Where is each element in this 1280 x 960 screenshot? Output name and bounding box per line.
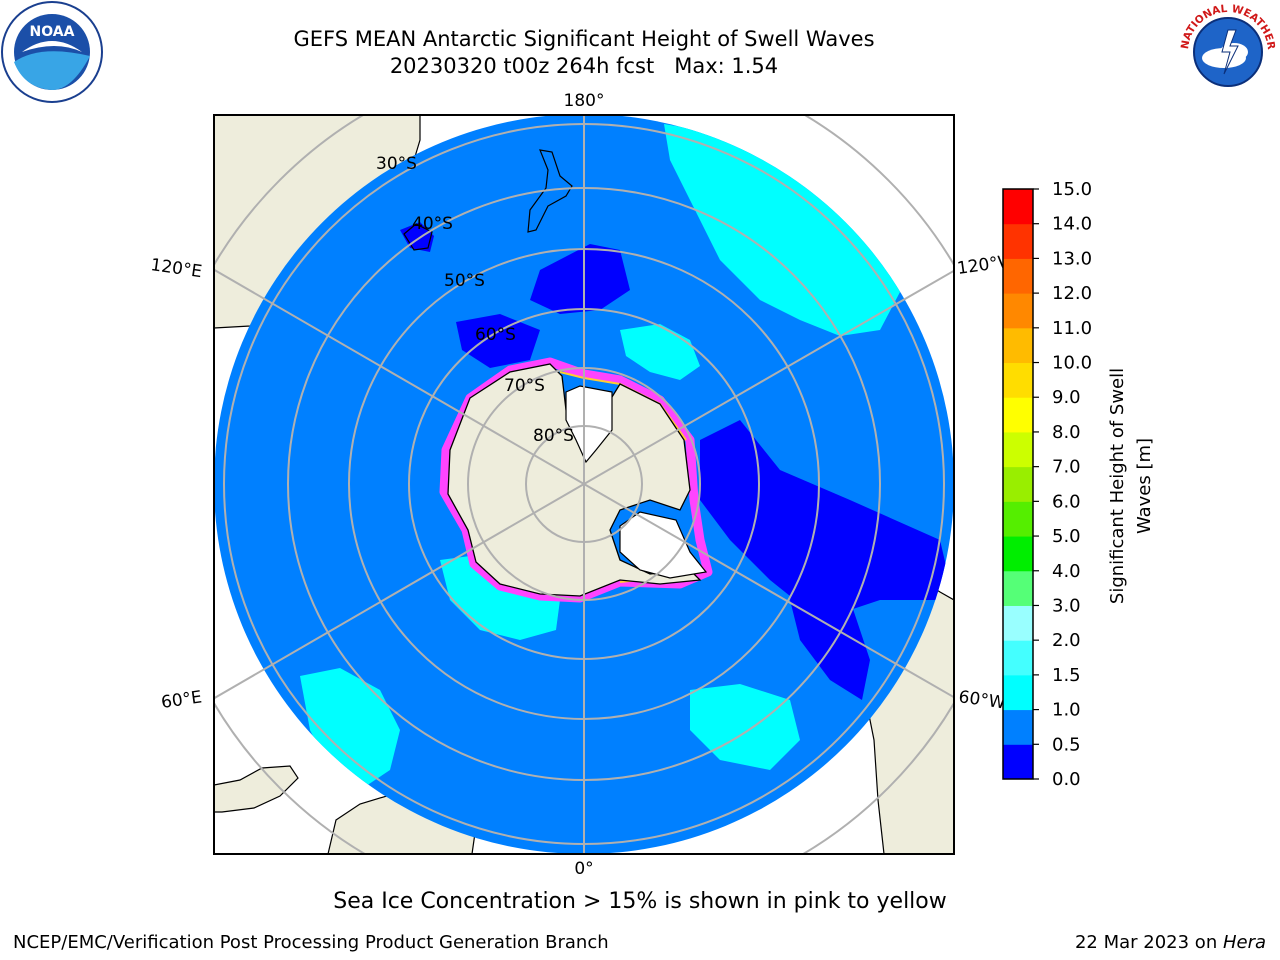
colorbar-segment — [1003, 397, 1033, 433]
colorbar-segment — [1003, 223, 1033, 259]
colorbar-tick-label: 0.5 — [1052, 734, 1081, 755]
lon-label-60w: 60°W — [957, 687, 1006, 713]
colorbar-tick-label: 0.0 — [1052, 769, 1081, 790]
colorbar-tick-label: 12.0 — [1052, 283, 1092, 304]
colorbar-segment — [1003, 466, 1033, 502]
colorbar-segment — [1003, 605, 1033, 641]
noaa-logo-icon: NOAA — [1, 1, 103, 103]
lat-label-50s: 50°S — [444, 271, 485, 291]
colorbar-frame — [1002, 188, 1034, 780]
map-frame — [213, 114, 955, 855]
colorbar-segment — [1003, 362, 1033, 398]
chart-title: GEFS MEAN Antarctic Significant Height o… — [293, 27, 875, 51]
colorbar-segment — [1003, 570, 1033, 606]
colorbar-segment — [1003, 431, 1033, 468]
colorbar-tick-label: 3.0 — [1052, 595, 1081, 616]
colorbar-segment — [1003, 674, 1033, 711]
colorbar-label-line2: Waves [m] — [1134, 438, 1155, 534]
swell-low-drake — [700, 420, 954, 620]
colorbar-segment — [1003, 709, 1033, 745]
colorbar-segment — [1003, 189, 1033, 225]
ice-shelf-ross — [565, 385, 613, 464]
colorbar-tick-label: 10.0 — [1052, 353, 1092, 374]
colorbar-tick-label: 5.0 — [1052, 526, 1081, 547]
colorbar-tick-label: 1.5 — [1052, 665, 1081, 686]
lat-label-70s: 70°S — [504, 376, 545, 396]
sea-ice-caption: Sea Ice Concentration > 15% is shown in … — [333, 889, 947, 914]
noaa-logo-text: NOAA — [30, 24, 75, 40]
colorbar-tick-label: 2.0 — [1052, 630, 1081, 651]
swell-patch-southwest — [440, 556, 560, 640]
swell-low-atlantic — [790, 570, 870, 700]
colorbar-tick-label: 15.0 — [1052, 179, 1092, 200]
lon-label-180: 180° — [564, 91, 605, 111]
colorbar-label-line1: Significant Height of Swell — [1107, 368, 1128, 604]
colorbar-tick-label: 4.0 — [1052, 561, 1081, 582]
colorbar-segment — [1003, 327, 1033, 364]
nws-logo-icon: NATIONAL WEATHER SERVICE — [1176, 0, 1278, 102]
colorbar-tick-label: 11.0 — [1052, 318, 1092, 339]
swell-patch-northeast — [664, 124, 900, 336]
colorbar-segment — [1003, 293, 1033, 329]
footer-date: 22 Mar 2023 on Hera — [1075, 932, 1266, 953]
ice-shelf-weddell — [619, 511, 708, 579]
lon-label-120e: 120°E — [149, 255, 203, 282]
colorbar-tick-label: 6.0 — [1052, 491, 1081, 512]
swell-low-pacific — [530, 244, 630, 314]
swell-low-ross — [456, 314, 540, 368]
colorbar-tick-label: 14.0 — [1052, 214, 1092, 235]
colorbar-tick-label: 9.0 — [1052, 387, 1081, 408]
land-new-zealand — [527, 149, 573, 233]
colorbar-segment — [1003, 536, 1033, 572]
footer-date-text: 22 Mar 2023 on — [1074, 932, 1223, 953]
lat-label-40s: 40°S — [412, 214, 453, 234]
colorbar-tick-label: 8.0 — [1052, 422, 1081, 443]
lat-label-30s: 30°S — [376, 154, 417, 174]
colorbar-segment — [1003, 501, 1033, 537]
land-africa — [214, 765, 299, 813]
lon-label-0: 0° — [574, 859, 593, 879]
colorbar-segment — [1003, 258, 1033, 294]
colorbar: 0.0 0.5 1.0 1.5 2.0 3.0 4.0 5.0 6.0 7.0 8.0 9.0 10.0… — [1002, 179, 1092, 790]
footer-producer: NCEP/EMC/Verification Post Processing Pr… — [13, 932, 609, 953]
colorbar-tick-label: 7.0 — [1052, 457, 1081, 478]
lon-label-60e: 60°E — [160, 687, 203, 712]
chart-subtitle: 20230320 t00z 264h fcst Max: 1.54 — [389, 54, 779, 78]
graticule — [214, 115, 954, 854]
footer-host: Hera — [1222, 932, 1266, 953]
lat-label-80s: 80°S — [533, 426, 574, 446]
colorbar-tick-label: 1.0 — [1052, 700, 1081, 721]
lat-label-60s: 60°S — [475, 325, 516, 345]
colorbar-segment — [1003, 640, 1033, 676]
colorbar-segment — [1003, 744, 1033, 780]
colorbar-tick-label: 13.0 — [1052, 248, 1092, 269]
